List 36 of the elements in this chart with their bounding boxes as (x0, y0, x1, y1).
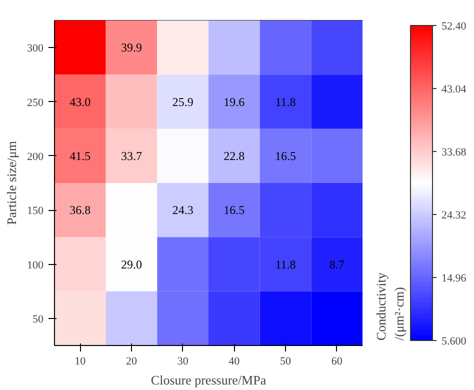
data-label: 19.6 (224, 94, 245, 109)
color-bar-label: 5.600 (442, 336, 467, 348)
color-bar-title: Conductivity /(μm²·cm) (374, 272, 406, 340)
x-tick-label: 10 (74, 356, 86, 368)
data-label: 29.0 (121, 257, 142, 272)
x-tick-label: 50 (280, 356, 292, 368)
y-axis-title: Particle size/μm (4, 141, 19, 225)
x-tick-label: 30 (177, 356, 189, 368)
data-label: 22.8 (224, 148, 245, 163)
data-label: 8.7 (329, 257, 344, 272)
data-label: 41.5 (70, 148, 91, 163)
y-tick-label: 50 (32, 313, 44, 326)
y-tick-label: 200 (27, 150, 44, 163)
color-bar-label: 14.96 (442, 272, 467, 284)
y-tick-label: 100 (27, 259, 44, 272)
data-label: 11.8 (275, 257, 296, 272)
x-axis-title: Closure pressure/MPa (150, 372, 266, 388)
data-label: 43.0 (70, 94, 91, 109)
data-label: 39.9 (121, 40, 142, 55)
color-bar-label: 33.68 (442, 146, 467, 158)
data-label: 36.8 (70, 203, 91, 218)
data-label: 24.3 (172, 203, 194, 218)
color-bar-label: 52.40 (442, 20, 467, 32)
y-tick-label: 250 (27, 96, 44, 109)
y-tick-label: 300 (27, 42, 44, 55)
data-label: 16.5 (224, 203, 245, 218)
y-tick-label: 150 (27, 205, 44, 218)
data-label: 16.5 (275, 148, 296, 163)
x-tick-label: 20 (126, 356, 138, 368)
data-label: 11.8 (275, 94, 296, 109)
color-bar-label: 24.32 (442, 210, 466, 222)
x-tick-label: 40 (228, 356, 240, 368)
data-label: 25.9 (172, 94, 194, 109)
color-bar-label: 43.04 (442, 84, 467, 96)
x-tick-label: 60 (331, 356, 343, 368)
data-label: 33.7 (121, 148, 142, 163)
